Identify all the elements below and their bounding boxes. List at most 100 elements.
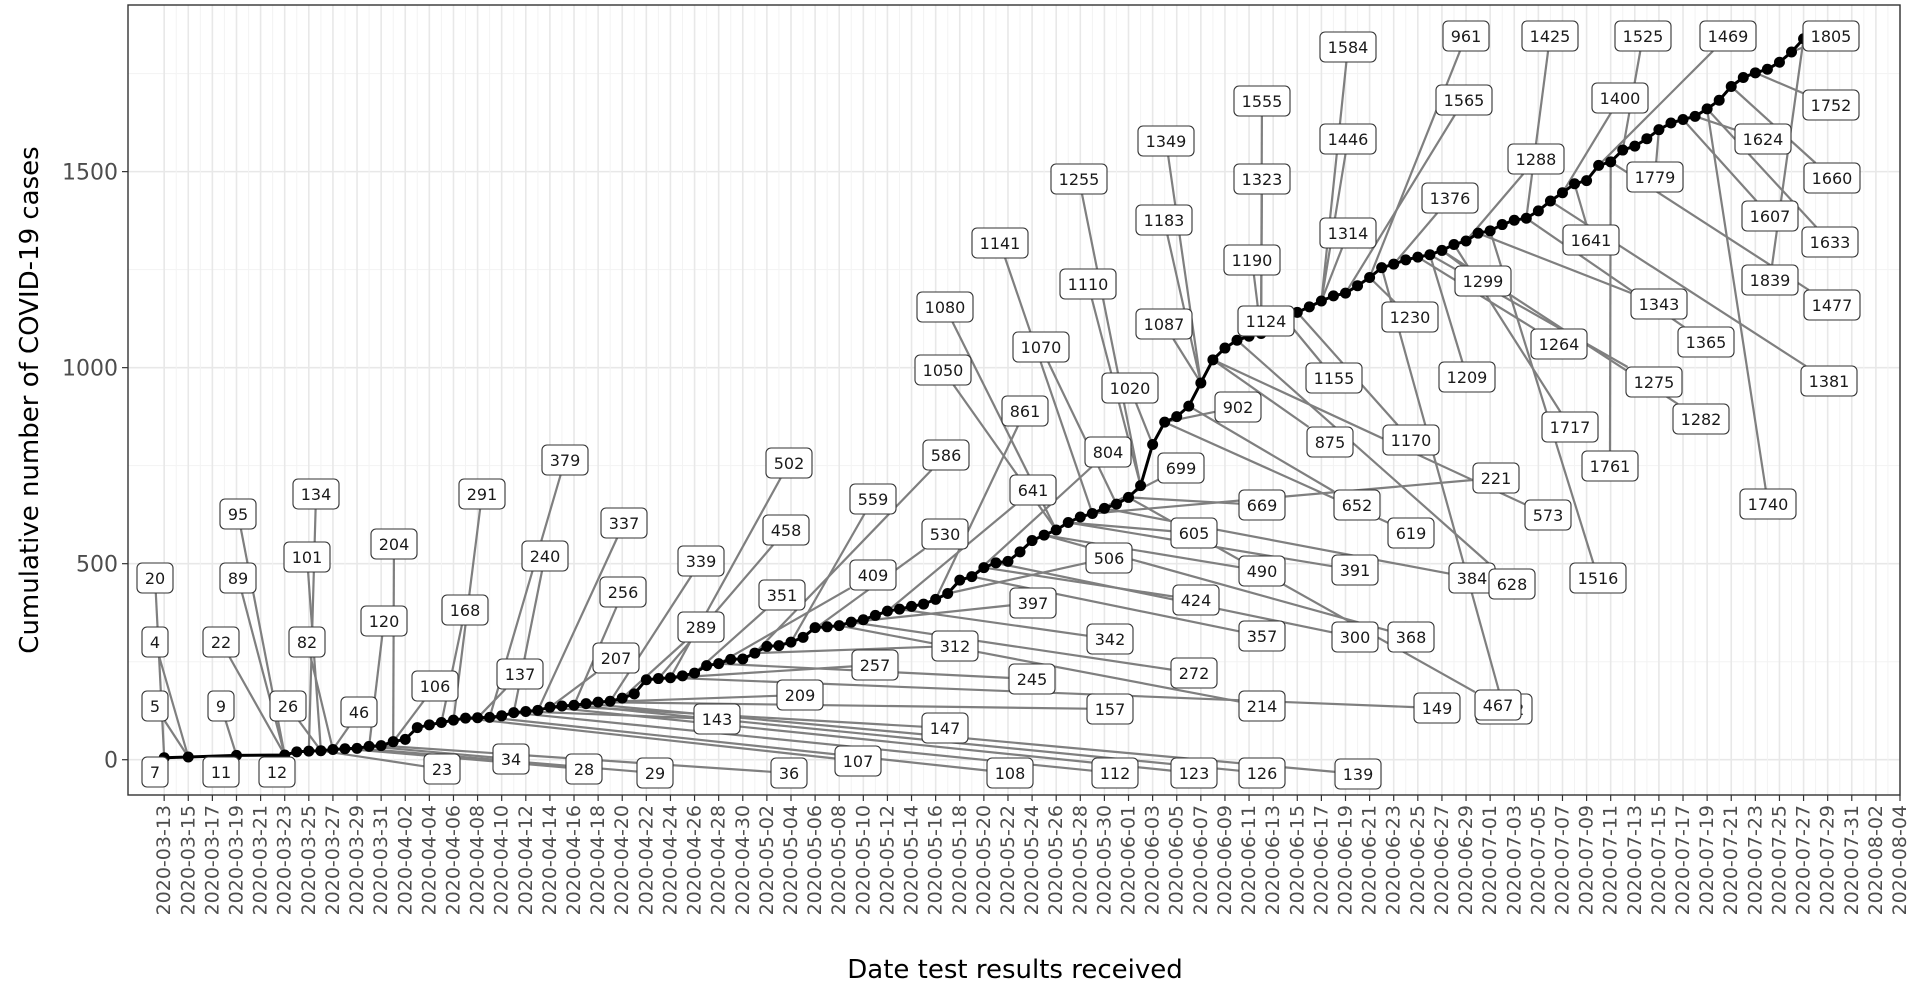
x-tick-label: 2020-07-07 [1551, 805, 1573, 915]
data-label-box [269, 690, 307, 722]
data-point [556, 700, 568, 712]
label-leader-line [224, 720, 238, 756]
label-leader-line [163, 720, 190, 758]
data-point [1677, 113, 1689, 125]
data-label-box [1803, 162, 1861, 194]
label-leader-line [1043, 534, 1240, 569]
data-point [713, 658, 725, 670]
label-leader-line [369, 745, 494, 759]
x-tick-label: 2020-06-19 [1334, 805, 1356, 915]
x-tick-label: 2020-07-29 [1817, 805, 1839, 915]
data-label: 157 [1095, 700, 1126, 719]
data-label: 1779 [1635, 168, 1676, 187]
data-label: 458 [771, 521, 802, 540]
data-label-box [916, 291, 974, 323]
data-label: 147 [930, 719, 961, 738]
data-label-box [1233, 163, 1291, 195]
data-label: 1633 [1810, 233, 1851, 252]
data-label-box [1801, 226, 1859, 258]
data-label: 291 [467, 485, 498, 504]
data-point [906, 600, 918, 612]
data-point [291, 746, 303, 758]
label-leader-line [598, 701, 1088, 710]
data-label-box [1306, 426, 1354, 458]
data-label: 9 [216, 697, 226, 716]
label-leader-line [1172, 338, 1202, 384]
data-label-box [1170, 517, 1218, 549]
data-point [1605, 156, 1617, 168]
data-label: 559 [858, 490, 889, 509]
data-label: 1565 [1444, 91, 1485, 110]
data-label-box [921, 712, 969, 744]
data-label: 36 [779, 764, 799, 783]
x-tick-label: 2020-08-04 [1889, 805, 1907, 915]
data-point [327, 744, 339, 756]
data-label: 351 [767, 586, 798, 605]
data-point [1556, 187, 1568, 199]
data-label-box [1170, 757, 1218, 789]
data-point [857, 614, 869, 626]
data-label: 1288 [1516, 150, 1557, 169]
x-tick-label: 2020-03-15 [177, 805, 199, 915]
data-label-box [1305, 362, 1363, 394]
data-label: 1282 [1681, 410, 1722, 429]
data-label-box [834, 745, 882, 777]
data-label: 312 [940, 637, 971, 656]
data-label: 1190 [1232, 251, 1273, 270]
data-point [1110, 498, 1122, 510]
data-point [1038, 529, 1050, 541]
x-axis-title: Date test results received [847, 955, 1183, 985]
data-point [435, 716, 447, 728]
data-label: 207 [601, 649, 632, 668]
x-tick-label: 2020-04-04 [418, 805, 440, 915]
data-label: 1740 [1748, 495, 1789, 514]
data-label-box [219, 562, 257, 594]
data-label-box [492, 743, 530, 775]
label-leader-line [549, 706, 1172, 772]
x-tick-label: 2020-03-29 [346, 805, 368, 915]
label-leader-line [368, 635, 384, 747]
x-tick-label: 2020-06-23 [1383, 805, 1405, 915]
label-leader-line [158, 656, 190, 758]
data-label-box [1581, 450, 1639, 482]
x-tick-label: 2020-05-24 [1021, 805, 1043, 915]
data-point [701, 660, 713, 672]
data-label: 1761 [1590, 457, 1631, 476]
data-label-box [141, 690, 169, 722]
data-label-box [677, 545, 725, 577]
label-leader-line [307, 571, 322, 751]
x-tick-label: 2020-03-27 [322, 805, 344, 915]
label-leader-line [549, 672, 597, 709]
data-point [1689, 110, 1701, 122]
data-label: 1183 [1144, 211, 1185, 230]
data-label-box [849, 483, 897, 515]
data-label: 339 [686, 552, 717, 571]
data-label: 1299 [1463, 272, 1504, 291]
data-label-box [441, 594, 489, 626]
data-label-box [776, 679, 824, 711]
x-tick-label: 2020-07-15 [1648, 805, 1670, 915]
label-leader-line [754, 469, 933, 654]
data-label: 1230 [1390, 308, 1431, 327]
x-tick-label: 2020-07-01 [1479, 805, 1501, 915]
data-label: 530 [930, 525, 961, 544]
data-point [773, 640, 785, 652]
data-label-box [283, 541, 331, 573]
x-tick-label: 2020-03-31 [370, 805, 392, 915]
label-leader-line [971, 466, 1093, 578]
data-label-box [1319, 123, 1377, 155]
data-label: 1050 [923, 361, 964, 380]
data-label: 467 [1483, 696, 1514, 715]
data-label-box [141, 626, 169, 658]
data-point [1629, 140, 1641, 152]
data-label-box [1170, 657, 1218, 689]
label-leader-line [851, 621, 1172, 671]
x-tick-label: 2020-04-18 [587, 805, 609, 915]
data-label: 289 [686, 618, 717, 637]
data-label: 123 [1179, 764, 1210, 783]
data-label-box [921, 518, 969, 550]
data-point [1207, 354, 1219, 366]
data-point [1786, 46, 1798, 58]
x-tick-label: 2020-05-10 [852, 805, 874, 915]
data-point [1508, 214, 1520, 226]
